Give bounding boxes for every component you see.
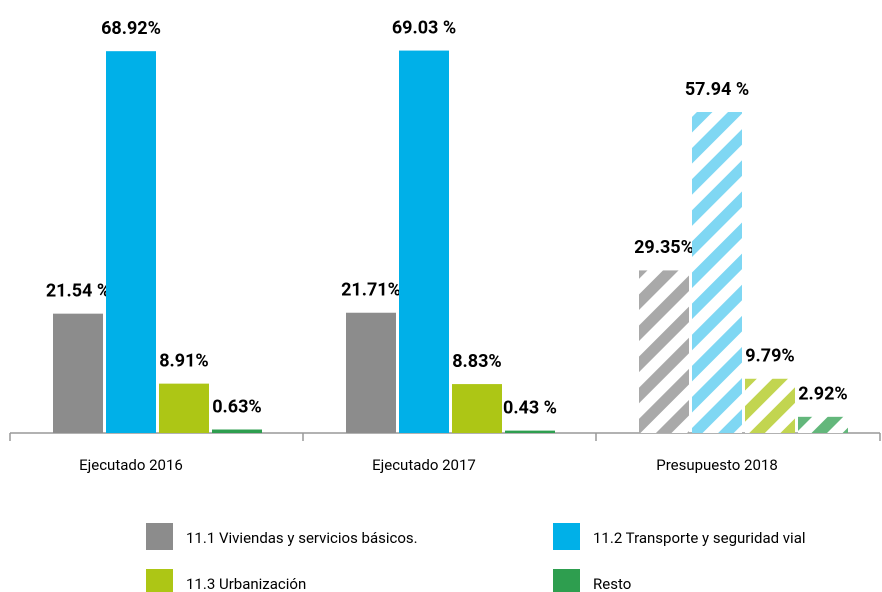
legend-swatch: [146, 523, 173, 550]
bar: [639, 270, 689, 433]
value-label: 29.35%: [634, 237, 694, 258]
value-label: 9.79%: [745, 346, 795, 367]
value-label: 0.63%: [212, 396, 262, 417]
legend-label: 11.2 Transporte y seguridad vial: [593, 529, 806, 547]
bar: [798, 416, 848, 433]
bar: [106, 51, 156, 434]
bar: [159, 383, 209, 433]
bar: [53, 313, 103, 433]
value-label: 2.92%: [798, 384, 848, 405]
bar: [692, 112, 742, 434]
legend-swatch: [553, 569, 580, 592]
bar: [505, 430, 555, 433]
x-tick-label: Ejecutado 2017: [372, 456, 476, 474]
x-tick-label: Presupuesto 2018: [656, 456, 778, 474]
bar: [452, 384, 502, 433]
bar: [346, 312, 396, 433]
value-label: 68.92%: [101, 18, 161, 39]
value-label: 0.43 %: [503, 397, 557, 418]
bar: [745, 378, 795, 433]
bar: [399, 50, 449, 434]
legend-label: Resto: [593, 575, 631, 592]
x-tick-label: Ejecutado 2016: [79, 456, 183, 474]
bar: [212, 429, 262, 433]
value-label: 8.83%: [452, 351, 502, 372]
value-label: 69.03 %: [392, 17, 456, 38]
value-label: 21.54 %: [46, 280, 110, 301]
value-label: 21.71%: [341, 279, 401, 300]
legend-label: 11.3 Urbanización: [186, 575, 306, 592]
legend-swatch: [146, 569, 173, 592]
value-label: 8.91%: [159, 350, 209, 371]
legend-swatch: [553, 523, 580, 550]
legend-label: 11.1 Viviendas y servicios básicos.: [186, 529, 418, 547]
value-label: 57.94 %: [685, 79, 749, 100]
